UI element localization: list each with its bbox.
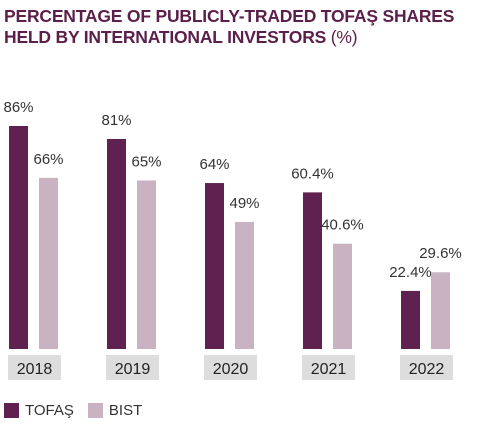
- value-label-bist-2021: 40.6%: [321, 217, 364, 234]
- chart-title-text: PERCENTAGE OF PUBLICLY-TRADED TOFAŞ SHAR…: [4, 6, 455, 47]
- year-label-2020: 2020: [213, 361, 249, 378]
- year-label-2018: 2018: [17, 361, 53, 378]
- bar-tofas-2019: [107, 138, 126, 349]
- legend-swatch-tofas: [4, 402, 19, 418]
- bar-tofas-2021: [303, 192, 322, 349]
- year-label-bg-2019: [106, 355, 159, 380]
- value-label-bist-2022: 29.6%: [419, 245, 462, 262]
- year-label-bg-2021: [302, 355, 355, 380]
- year-label-2021: 2021: [311, 361, 347, 378]
- bar-bist-2019: [137, 180, 156, 349]
- chart-title: PERCENTAGE OF PUBLICLY-TRADED TOFAŞ SHAR…: [4, 6, 487, 48]
- year-label-bg-2022: [400, 355, 453, 380]
- bar-bist-2020: [235, 221, 254, 349]
- value-label-bist-2018: 66%: [33, 151, 63, 168]
- bar-tofas-2022: [401, 290, 420, 349]
- value-label-tofas-2018: 86%: [3, 99, 33, 116]
- year-label-bg-2018: [8, 355, 61, 380]
- value-label-tofas-2021: 60.4%: [291, 165, 334, 182]
- bar-bist-2018: [39, 177, 58, 349]
- legend-label-tofas: TOFAŞ: [25, 401, 74, 419]
- value-label-bist-2020: 49%: [229, 195, 259, 212]
- year-label-2019: 2019: [115, 361, 151, 378]
- legend-label-bist: BIST: [108, 401, 143, 419]
- value-label-bist-2019: 65%: [131, 153, 161, 170]
- year-label-2022: 2022: [409, 361, 445, 378]
- bar-bist-2022: [431, 272, 450, 349]
- legend-swatch-bist: [87, 402, 103, 418]
- bar-tofas-2018: [9, 126, 28, 349]
- bar-bist-2021: [333, 243, 352, 349]
- value-label-tofas-2022: 22.4%: [389, 264, 432, 281]
- legend: TOFAŞ BIST: [4, 401, 156, 419]
- year-label-bg-2020: [204, 355, 257, 380]
- legend-item-tofas: TOFAŞ: [4, 402, 74, 419]
- bar-tofas-2020: [205, 183, 224, 349]
- legend-item-bist: BIST: [87, 401, 143, 419]
- value-label-tofas-2020: 64%: [199, 156, 229, 173]
- chart-title-unit: (%): [330, 27, 358, 47]
- value-label-tofas-2019: 81%: [101, 112, 131, 129]
